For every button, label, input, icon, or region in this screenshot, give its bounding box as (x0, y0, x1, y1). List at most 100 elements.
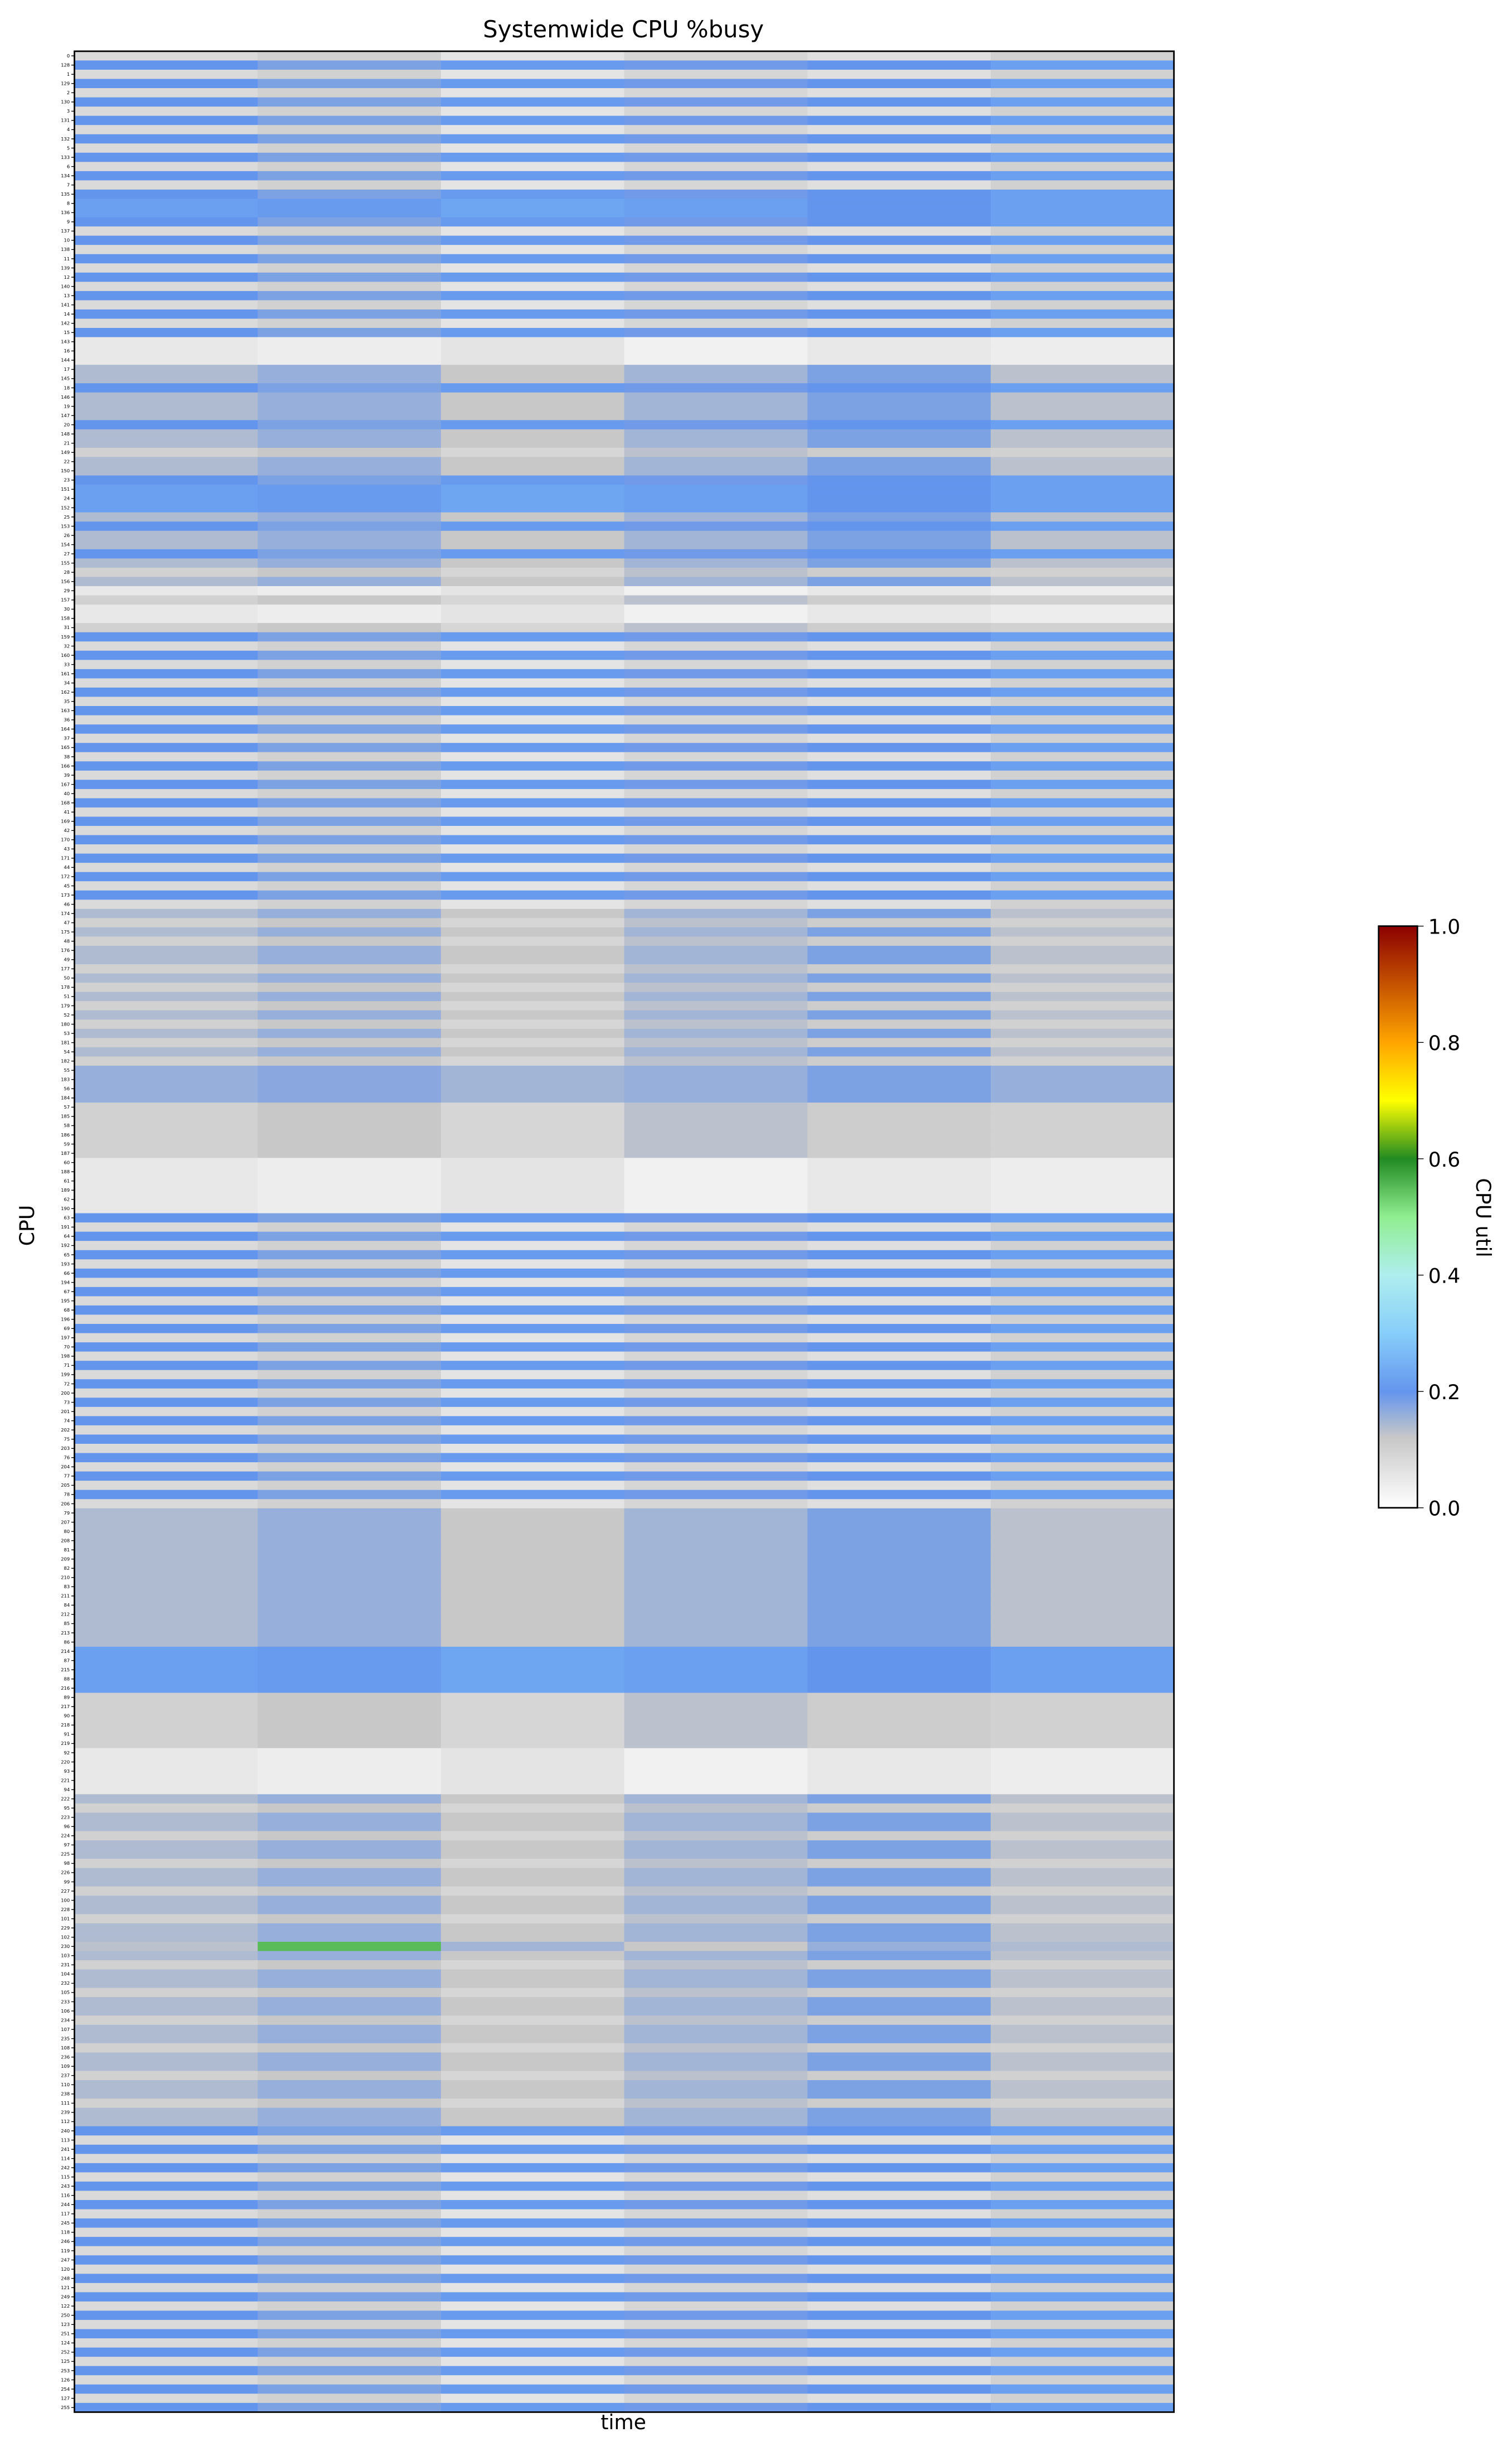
cell (990, 1314, 1175, 1324)
cell (258, 125, 442, 135)
cell (440, 1729, 625, 1740)
y-tick-label: 224 (61, 1833, 70, 1839)
cell (74, 2144, 259, 2155)
cell (990, 1250, 1175, 1260)
cell (440, 1075, 625, 1085)
cell (258, 807, 442, 818)
cell (990, 2006, 1175, 2017)
cell (624, 900, 808, 910)
cell (74, 88, 259, 98)
cell (990, 1665, 1175, 1675)
cell (74, 2384, 259, 2395)
y-tick-label: 7 (67, 182, 70, 187)
cell (624, 918, 808, 928)
cell (624, 1351, 808, 1361)
cell (624, 752, 808, 762)
y-tick-label: 163 (61, 708, 70, 713)
cell (258, 908, 442, 919)
cell (440, 1001, 625, 1011)
cell (807, 2181, 991, 2192)
cell (440, 770, 625, 781)
cell (807, 1443, 991, 1454)
cell (258, 2237, 442, 2247)
cell (990, 1923, 1175, 1933)
cell (440, 199, 625, 209)
cell (440, 826, 625, 836)
cell (807, 1656, 991, 1666)
cell (74, 2172, 259, 2182)
cell (624, 2015, 808, 2025)
cell (990, 733, 1175, 744)
cell (990, 1028, 1175, 1039)
cell (624, 1499, 808, 1509)
cell (258, 180, 442, 190)
y-tick-label: 186 (61, 1132, 70, 1138)
cell (258, 1158, 442, 1168)
y-tick-label: 39 (64, 772, 70, 778)
cell (624, 1582, 808, 1592)
cell (807, 1342, 991, 1352)
y-tick-label: 160 (61, 652, 70, 658)
cell (74, 1241, 259, 1251)
y-tick-label: 241 (61, 2146, 70, 2152)
cell (258, 2126, 442, 2136)
cell (258, 245, 442, 255)
cell (74, 1886, 259, 1897)
cell (74, 1859, 259, 1869)
cell (440, 1656, 625, 1666)
cell (990, 844, 1175, 854)
cell (624, 1904, 808, 1915)
cell (440, 724, 625, 734)
y-tick-label: 121 (61, 2285, 70, 2290)
cell (624, 291, 808, 301)
cell (990, 88, 1175, 98)
cell (990, 2071, 1175, 2081)
cell (440, 1019, 625, 1029)
cell (807, 1314, 991, 1324)
cell (624, 2006, 808, 2017)
cell (807, 1158, 991, 1168)
cell (990, 97, 1175, 107)
cell (74, 1259, 259, 1269)
cell (440, 1932, 625, 1942)
cell (807, 1287, 991, 1297)
cell (990, 558, 1175, 568)
cell (990, 2107, 1175, 2118)
cell (990, 1693, 1175, 1703)
y-tick-label: 205 (61, 1482, 70, 1488)
cell (440, 1960, 625, 1970)
cell (624, 1822, 808, 1832)
cell (74, 254, 259, 264)
cell (440, 927, 625, 937)
cell (440, 429, 625, 439)
cell (807, 2107, 991, 2118)
cell (807, 2347, 991, 2358)
cell (624, 420, 808, 430)
cell (258, 97, 442, 107)
cell (990, 2191, 1175, 2201)
cell (74, 789, 259, 799)
cell (258, 1296, 442, 1306)
cell (807, 1693, 991, 1703)
cell (624, 1840, 808, 1850)
cell (440, 2191, 625, 2201)
cell (990, 2043, 1175, 2053)
cell (74, 2126, 259, 2136)
cell (258, 1886, 442, 1897)
y-tick-label: 217 (61, 1704, 70, 1709)
cell (807, 1942, 991, 1952)
cell (74, 1075, 259, 1085)
cell (74, 1231, 259, 1242)
y-tick-label: 63 (64, 1215, 70, 1221)
cell (258, 494, 442, 504)
cell (990, 1231, 1175, 1242)
cell (440, 1111, 625, 1122)
cell (74, 2283, 259, 2293)
cell (807, 1932, 991, 1942)
cell (624, 125, 808, 135)
cell (990, 1508, 1175, 1519)
cell (74, 1508, 259, 1519)
cell (74, 1388, 259, 1399)
cell (74, 512, 259, 523)
cell (990, 2052, 1175, 2062)
